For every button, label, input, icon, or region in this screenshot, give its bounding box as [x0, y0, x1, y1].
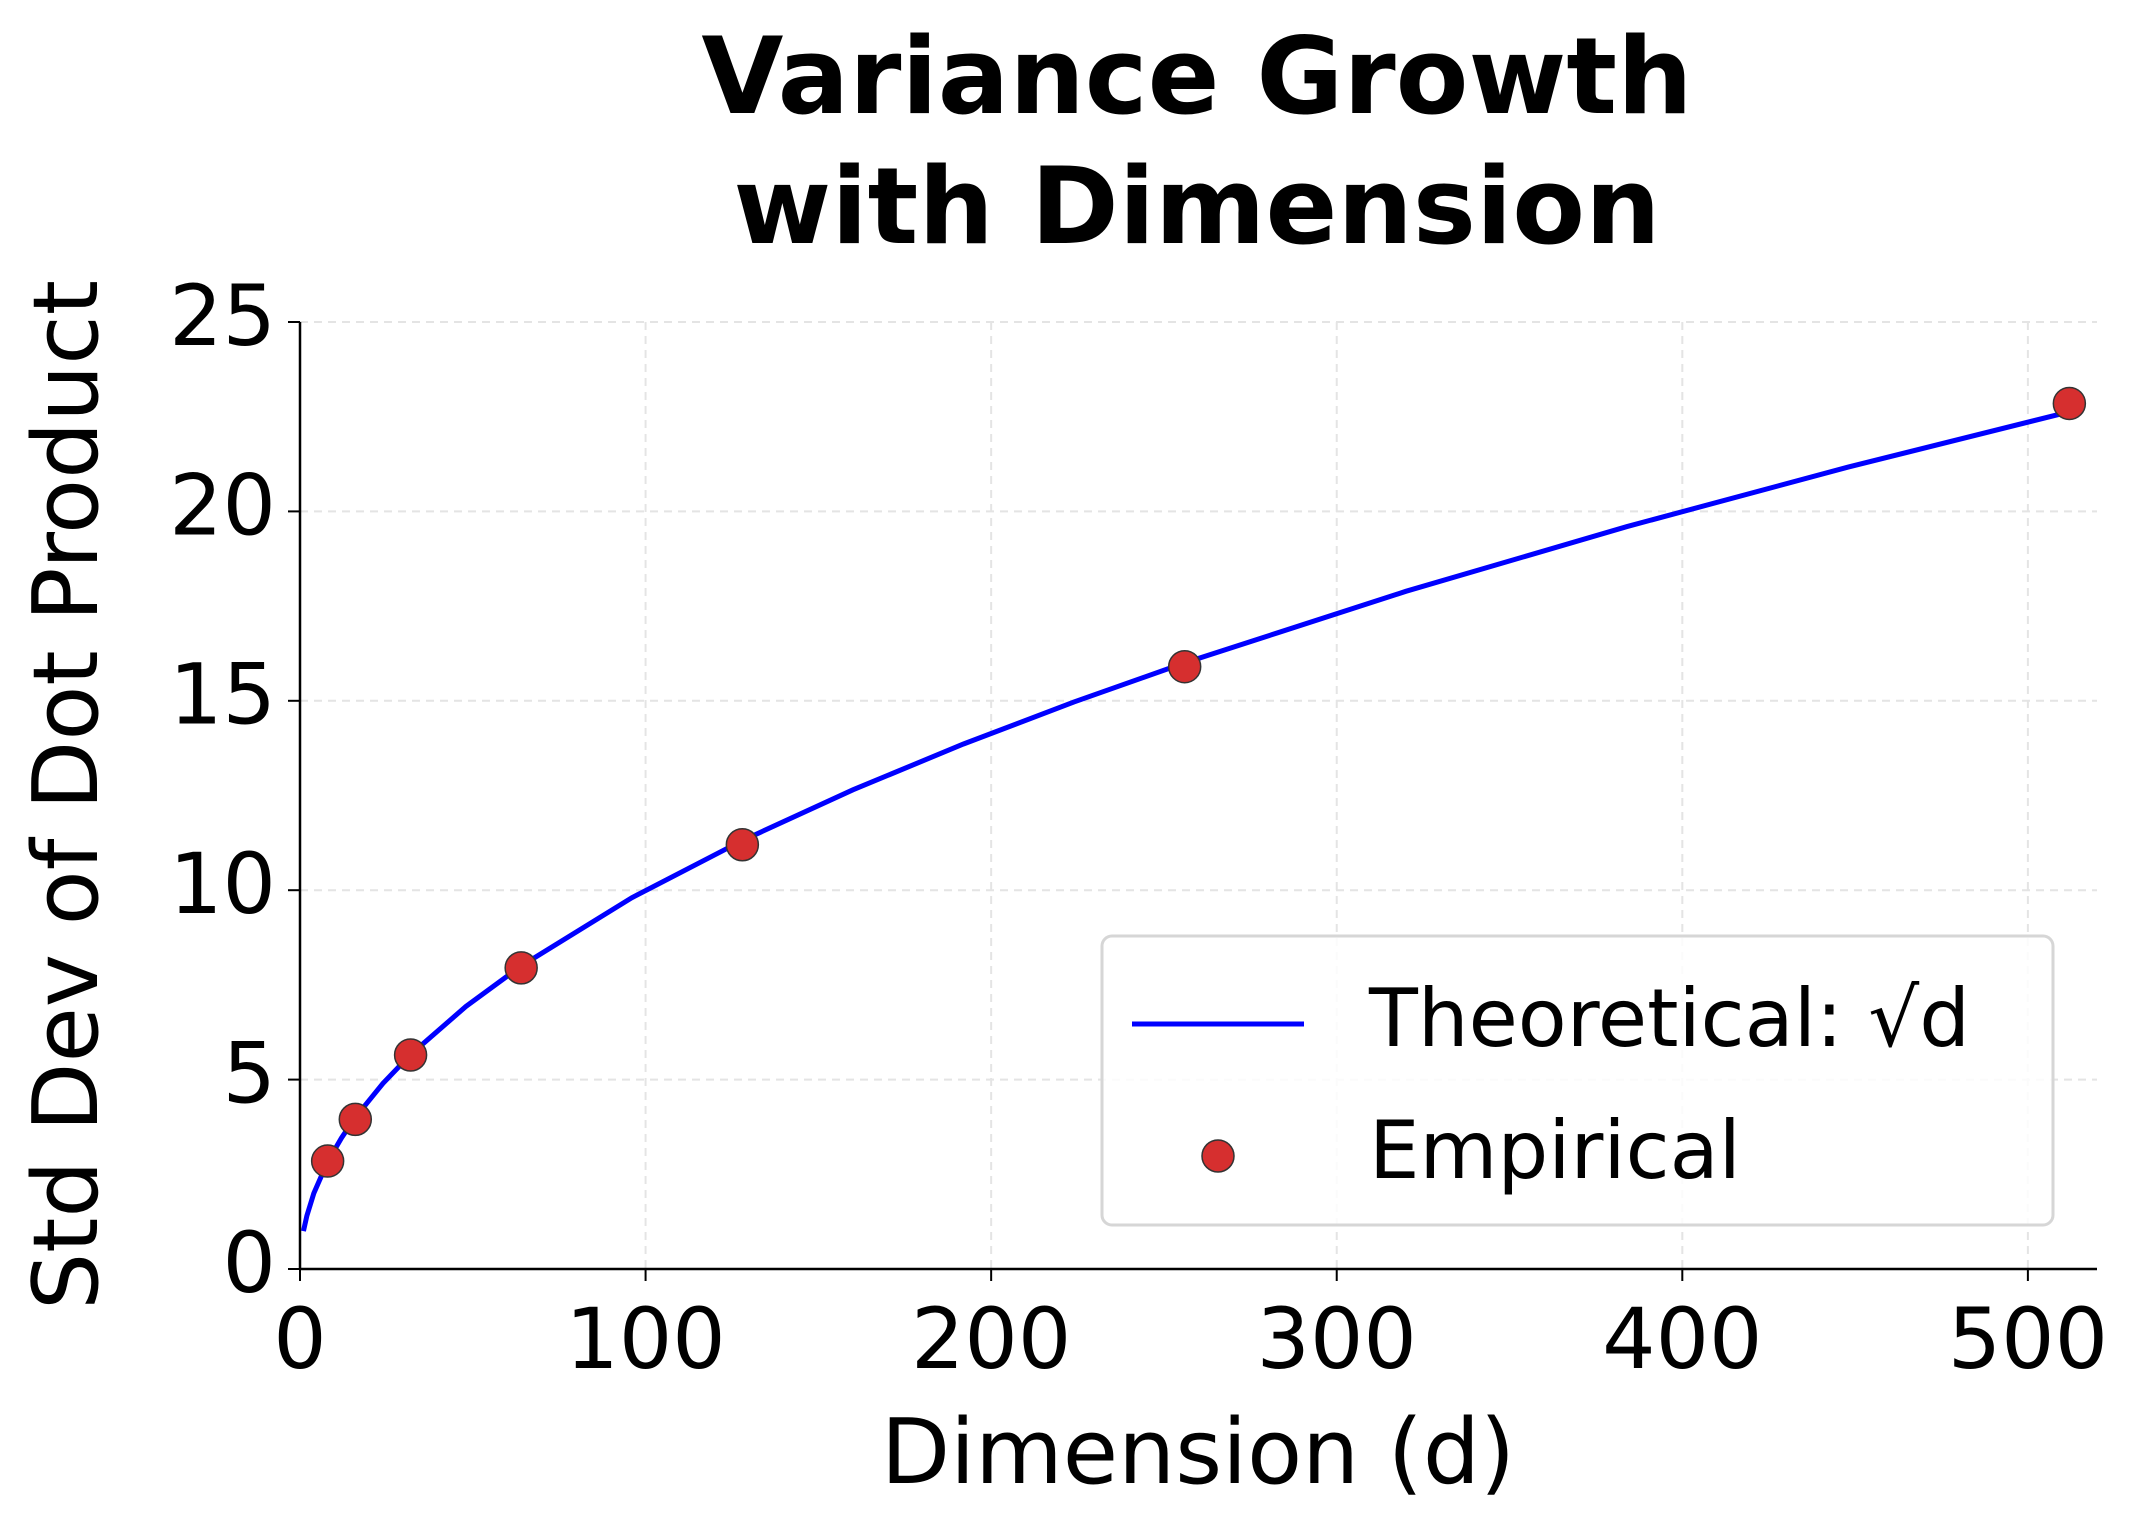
point [393, 1038, 428, 1072]
chart-title: Variance Growth [701, 15, 1692, 138]
x-tick-label: 500 [1948, 1290, 2108, 1388]
legend: Theoretical: √d Empirical [1100, 934, 2055, 1227]
legend-label: Theoretical: √d [1368, 972, 1970, 1065]
y-tick-label: 5 [223, 1025, 276, 1123]
plot-area [301, 386, 2087, 1232]
x-tick-label: 0 [273, 1290, 326, 1388]
point [1167, 649, 1202, 684]
legend-marker [1201, 1139, 1235, 1173]
point [310, 1144, 345, 1178]
point [504, 951, 538, 985]
point [725, 827, 760, 862]
y-tick-label: 25 [169, 267, 276, 365]
x-tick-label: 200 [911, 1290, 1071, 1388]
point [2052, 386, 2087, 421]
y-tick-label: 0 [223, 1214, 276, 1312]
y-axis-label: Std Dev of Dot Product [14, 280, 119, 1310]
x-tick-label: 100 [565, 1290, 725, 1388]
chart-title: with Dimension [733, 145, 1660, 268]
y-tick-label: 15 [169, 646, 276, 744]
legend-label: Empirical [1369, 1104, 1741, 1197]
x-axis-label: Dimension (d) [881, 1400, 1515, 1505]
x-tick-label: 400 [1602, 1290, 1762, 1388]
y-tick-label: 10 [169, 835, 276, 933]
y-tick-label: 20 [169, 456, 276, 554]
x-tick-label: 300 [1257, 1290, 1417, 1388]
legend-box [1100, 934, 2055, 1227]
point [338, 1102, 373, 1137]
